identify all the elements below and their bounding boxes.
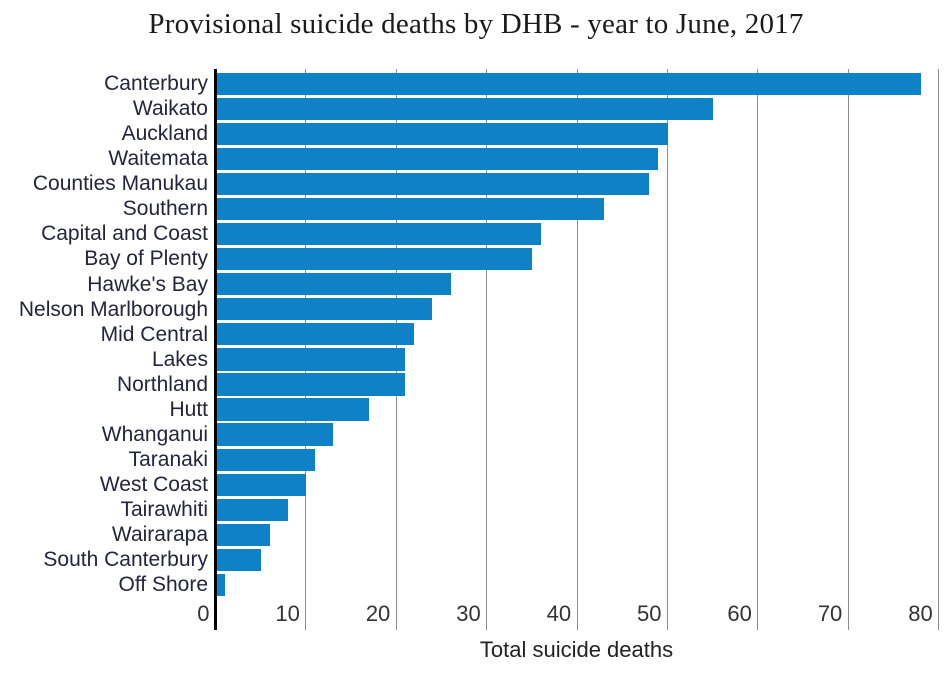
category-label: Canterbury: [104, 72, 208, 95]
bar: [215, 72, 921, 95]
category-label: Mid Central: [100, 322, 208, 346]
x-tick-label: 80: [908, 601, 933, 626]
gridline: [757, 69, 759, 630]
bar: [215, 523, 270, 547]
gridline: [847, 69, 849, 630]
category-label: Lakes: [151, 347, 208, 371]
chart-title: Provisional suicide deaths by DHB - year…: [148, 8, 804, 40]
x-tick-label: 20: [365, 601, 391, 626]
x-tick-label: 30: [456, 601, 481, 626]
bar: [215, 147, 659, 170]
bar: [215, 172, 650, 196]
category-label: Auckland: [121, 122, 208, 146]
category-label: South Canterbury: [43, 548, 208, 572]
category-label: Bay of Plenty: [84, 247, 208, 271]
bar: [215, 348, 406, 371]
bar: [215, 373, 406, 396]
bar: [215, 473, 306, 496]
bar: [215, 323, 415, 346]
bar: [215, 448, 315, 471]
category-label: West Coast: [99, 473, 208, 497]
category-label: Tairawhiti: [120, 498, 208, 522]
category-label: Capital and Coast: [41, 222, 208, 246]
gridline: [667, 69, 668, 630]
bar: [215, 573, 225, 597]
bar: [215, 247, 532, 271]
category-label: Southern: [122, 197, 208, 221]
x-tick-label: 50: [637, 601, 662, 626]
bar: [215, 548, 261, 572]
x-tick-label: 60: [727, 601, 752, 626]
bar: [215, 97, 713, 120]
category-label: Northland: [116, 372, 208, 396]
bar: [215, 273, 451, 296]
category-label: Hutt: [169, 397, 208, 421]
category-label: Waitemata: [108, 147, 208, 171]
gridline: [486, 69, 488, 630]
y-axis-spine: [214, 69, 217, 630]
category-label: Waikato: [132, 97, 208, 121]
bar: [215, 423, 334, 446]
x-axis-title: Total suicide deaths: [479, 637, 674, 662]
category-label: Taranaki: [128, 448, 208, 472]
category-label: Off Shore: [118, 573, 209, 597]
bar: [215, 398, 370, 421]
category-label: Nelson Marlborough: [18, 297, 208, 321]
gridline: [576, 69, 578, 630]
bar: [215, 298, 433, 321]
category-label: Hawke's Bay: [87, 272, 208, 296]
x-tick-label: 40: [546, 601, 572, 626]
bar: [215, 122, 668, 145]
bar: [215, 498, 288, 521]
x-tick-label: 10: [275, 601, 300, 626]
category-label: Whanganui: [101, 422, 208, 446]
x-tick-label: 70: [817, 601, 843, 626]
category-label: Counties Manukau: [32, 172, 208, 196]
bar: [215, 197, 605, 221]
gridline: [938, 69, 940, 630]
bar: [215, 222, 541, 246]
category-label: Wairarapa: [111, 523, 208, 547]
x-tick-label: 0: [197, 601, 210, 626]
